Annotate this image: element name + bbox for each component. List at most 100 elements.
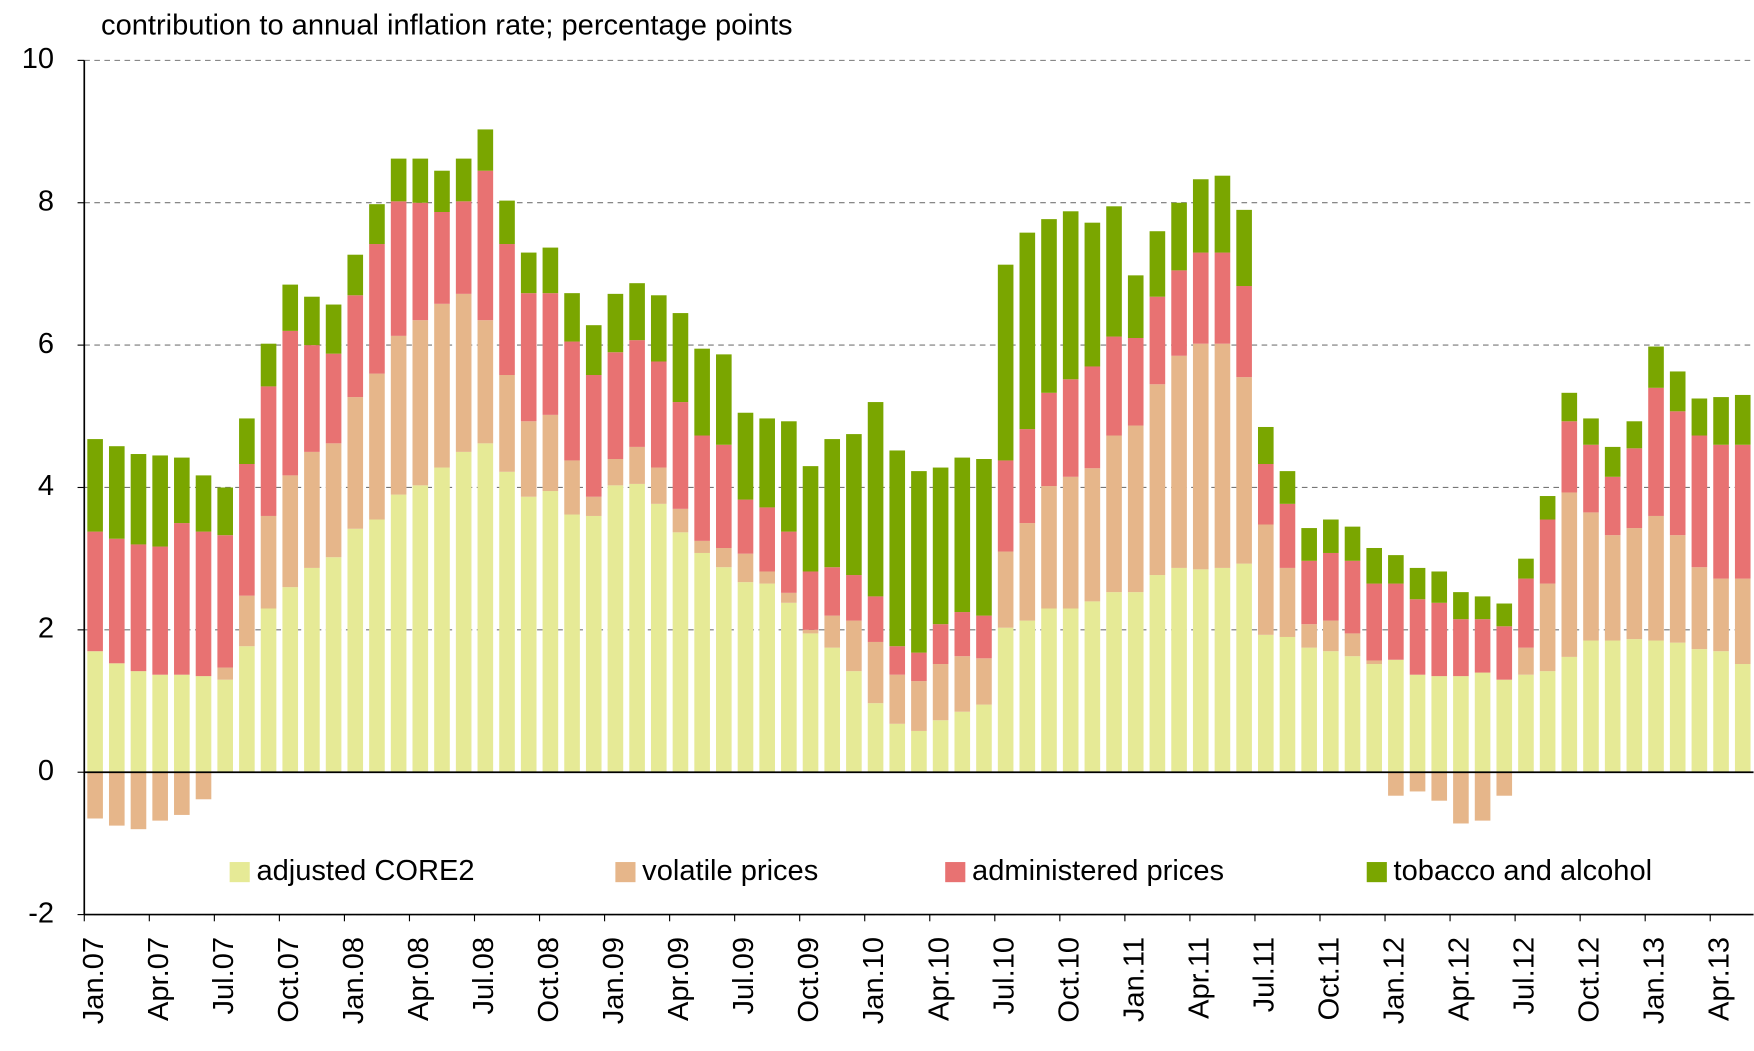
bar-segment bbox=[87, 439, 103, 532]
bar-segment bbox=[1127, 592, 1144, 773]
bar-segment bbox=[542, 247, 559, 294]
y-tick-label: 10 bbox=[22, 43, 54, 75]
bar-segment bbox=[889, 674, 906, 724]
bar-segment bbox=[1734, 444, 1751, 579]
bar-segment bbox=[607, 293, 624, 353]
bar-segment bbox=[1344, 560, 1361, 634]
x-tick-label: Apr.12 bbox=[1444, 937, 1476, 1021]
bar-segment bbox=[954, 656, 971, 712]
bar-segment bbox=[1518, 558, 1534, 579]
bar-segment bbox=[412, 202, 429, 321]
bar-segment bbox=[954, 711, 971, 773]
bar-segment bbox=[997, 264, 1014, 461]
bar-segment bbox=[629, 340, 645, 447]
bar-segment bbox=[932, 664, 949, 721]
bar-segment bbox=[477, 129, 494, 171]
bar-segment bbox=[1431, 676, 1448, 773]
bar-segment bbox=[282, 587, 299, 773]
bar-segment bbox=[1279, 636, 1296, 773]
bar-segment bbox=[1041, 486, 1057, 609]
bar-segment bbox=[932, 624, 949, 665]
bar-segment bbox=[1626, 639, 1643, 773]
bar-segment bbox=[195, 475, 212, 532]
bar-segment bbox=[1301, 647, 1317, 773]
bar-segment bbox=[650, 295, 667, 362]
bar-segment bbox=[1474, 672, 1491, 773]
bar-segment bbox=[716, 547, 732, 568]
bar-segment bbox=[585, 325, 602, 376]
x-tick-label: Jul.07 bbox=[208, 937, 240, 1015]
bar-segment bbox=[1236, 377, 1252, 564]
bar-segment bbox=[911, 730, 927, 773]
bar-segment bbox=[542, 491, 559, 773]
bar-segment bbox=[1604, 446, 1621, 477]
bar-segment bbox=[174, 457, 190, 524]
bar-segment bbox=[260, 515, 277, 609]
bar-segment bbox=[759, 583, 775, 773]
bar-segment bbox=[1648, 640, 1664, 773]
bar-segment bbox=[499, 200, 515, 245]
bar-segment bbox=[1496, 772, 1513, 796]
bar-segment bbox=[672, 313, 689, 403]
bar-segment bbox=[1084, 366, 1101, 469]
bar-segment bbox=[1257, 463, 1274, 525]
bar-segment bbox=[846, 620, 862, 672]
bar-segment bbox=[802, 571, 819, 630]
bar-segment bbox=[846, 671, 862, 773]
bar-segment bbox=[369, 204, 385, 245]
legend-swatch bbox=[615, 862, 636, 883]
bar-segment bbox=[629, 483, 645, 773]
bar-segment bbox=[1236, 286, 1252, 378]
x-tick-label: Jan.13 bbox=[1639, 937, 1671, 1024]
bar-segment bbox=[260, 608, 277, 773]
x-tick-label: Oct.11 bbox=[1314, 937, 1346, 1020]
bar-segment bbox=[455, 158, 472, 202]
bar-segment bbox=[607, 485, 624, 773]
bar-segment bbox=[1604, 640, 1621, 773]
bar-segment bbox=[889, 723, 906, 773]
bar-segment bbox=[499, 375, 515, 472]
bar-segment bbox=[412, 320, 429, 486]
bar-segment bbox=[1539, 583, 1556, 672]
bar-segment bbox=[1041, 219, 1057, 393]
bar-segment bbox=[672, 532, 689, 773]
bar-segment bbox=[1257, 634, 1274, 773]
bar-segment bbox=[1106, 592, 1122, 773]
bar-segment bbox=[1539, 496, 1556, 520]
bar-segment bbox=[1474, 772, 1491, 821]
bar-segment bbox=[434, 170, 450, 213]
bar-segment bbox=[1496, 603, 1513, 627]
bar-segment bbox=[759, 507, 775, 572]
bar-segment bbox=[1561, 421, 1578, 493]
bar-segment bbox=[260, 386, 277, 516]
bar-segment bbox=[130, 454, 147, 545]
bar-segment bbox=[1019, 232, 1036, 430]
bar-segment bbox=[1127, 337, 1144, 426]
bar-segment bbox=[1192, 569, 1209, 773]
bar-segment bbox=[954, 457, 971, 613]
bar-segment bbox=[1366, 664, 1382, 773]
bar-segment bbox=[1648, 387, 1664, 516]
bar-segment bbox=[1366, 660, 1382, 665]
bar-segment bbox=[694, 435, 710, 541]
bar-segment bbox=[499, 244, 515, 376]
bar-segment bbox=[1323, 519, 1339, 553]
bar-segment bbox=[1366, 583, 1382, 661]
bar-segment bbox=[1301, 624, 1317, 648]
bar-segment bbox=[477, 443, 494, 773]
bar-segment bbox=[976, 615, 992, 659]
bar-segment bbox=[1713, 444, 1729, 579]
bar-segment bbox=[1062, 476, 1079, 609]
bar-segment bbox=[1236, 563, 1252, 773]
bar-segment bbox=[650, 361, 667, 468]
bar-segment bbox=[239, 463, 255, 596]
bar-segment bbox=[737, 553, 754, 583]
bar-segment bbox=[542, 414, 559, 492]
bar-segment bbox=[434, 303, 450, 468]
bar-segment bbox=[1669, 371, 1686, 412]
bar-segment bbox=[1019, 429, 1036, 524]
bar-segment bbox=[1301, 528, 1317, 561]
bar-segment bbox=[1626, 421, 1643, 449]
bar-segment bbox=[412, 158, 429, 203]
bar-segment bbox=[1062, 379, 1079, 477]
